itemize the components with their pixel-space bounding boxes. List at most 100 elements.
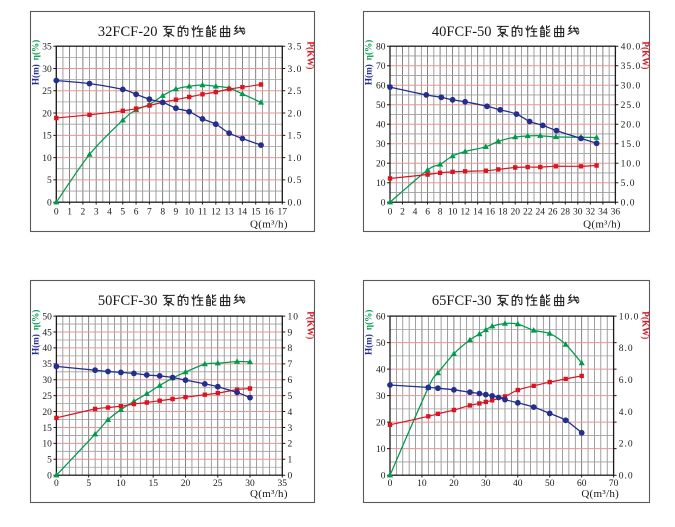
- svg-text:0: 0: [381, 472, 386, 482]
- svg-text:2: 2: [288, 440, 294, 450]
- svg-text:70: 70: [376, 62, 386, 72]
- svg-text:30.0: 30.0: [621, 82, 642, 92]
- svg-text:30: 30: [42, 376, 52, 386]
- svg-text:80: 80: [376, 43, 386, 53]
- svg-text:η(%): η(%): [363, 40, 373, 61]
- svg-text:60: 60: [376, 82, 386, 92]
- svg-text:15: 15: [148, 479, 158, 489]
- svg-text:50FCF-30: 50FCF-30: [98, 293, 158, 309]
- svg-text:10: 10: [376, 445, 386, 455]
- svg-text:5: 5: [120, 207, 125, 217]
- svg-text:35: 35: [278, 479, 288, 489]
- svg-text:10: 10: [116, 479, 126, 489]
- svg-text:35.0: 35.0: [621, 62, 642, 72]
- svg-text:1.0: 1.0: [288, 154, 303, 164]
- svg-text:6: 6: [134, 207, 139, 217]
- svg-text:3.5: 3.5: [288, 43, 303, 53]
- svg-text:Q(m³/h): Q(m³/h): [583, 219, 621, 231]
- svg-text:0.0: 0.0: [619, 472, 634, 482]
- svg-text:30: 30: [245, 479, 255, 489]
- svg-text:8: 8: [438, 207, 443, 217]
- svg-text:20.0: 20.0: [621, 121, 642, 131]
- svg-text:3: 3: [288, 424, 294, 434]
- svg-text:10: 10: [376, 179, 386, 189]
- svg-text:25.0: 25.0: [621, 101, 642, 111]
- svg-text:η(%): η(%): [30, 310, 40, 331]
- svg-text:Q(m³/h): Q(m³/h): [250, 219, 288, 231]
- svg-text:H(m): H(m): [363, 64, 373, 85]
- svg-text:0: 0: [388, 479, 393, 489]
- svg-text:P(KW): P(KW): [306, 41, 316, 69]
- svg-text:10: 10: [184, 207, 194, 217]
- svg-text:10.0: 10.0: [621, 160, 642, 170]
- svg-text:25: 25: [213, 479, 223, 489]
- svg-text:9: 9: [174, 207, 179, 217]
- svg-text:24: 24: [536, 207, 546, 217]
- svg-text:50: 50: [376, 101, 386, 111]
- svg-text:6: 6: [425, 207, 430, 217]
- svg-text:0: 0: [54, 479, 59, 489]
- svg-text:32FCF-20: 32FCF-20: [98, 24, 158, 40]
- svg-text:14: 14: [473, 207, 483, 217]
- svg-text:40: 40: [376, 121, 386, 131]
- svg-text:8: 8: [288, 344, 294, 354]
- svg-text:1.5: 1.5: [288, 132, 303, 142]
- svg-text:5: 5: [47, 176, 52, 186]
- svg-text:2: 2: [81, 207, 86, 217]
- svg-text:36: 36: [611, 207, 621, 217]
- svg-text:16: 16: [264, 207, 274, 217]
- svg-text:0: 0: [288, 472, 294, 482]
- svg-text:40FCF-50: 40FCF-50: [432, 24, 492, 40]
- svg-text:P(KW): P(KW): [641, 41, 651, 69]
- svg-text:40: 40: [376, 365, 386, 375]
- svg-text:10: 10: [288, 312, 300, 322]
- svg-text:30: 30: [481, 479, 491, 489]
- svg-text:50: 50: [42, 312, 52, 322]
- svg-text:60: 60: [376, 312, 386, 322]
- svg-text:η(%): η(%): [30, 40, 40, 61]
- svg-text:30: 30: [573, 207, 583, 217]
- svg-text:1: 1: [67, 207, 72, 217]
- svg-text:25: 25: [42, 392, 52, 402]
- svg-text:4.0: 4.0: [619, 408, 634, 418]
- svg-text:40.0: 40.0: [621, 43, 642, 53]
- svg-text:2.5: 2.5: [288, 87, 303, 97]
- svg-text:30: 30: [376, 140, 386, 150]
- svg-text:15: 15: [251, 207, 261, 217]
- svg-text:30: 30: [42, 65, 52, 75]
- svg-text:10.0: 10.0: [619, 312, 640, 322]
- svg-text:20: 20: [449, 479, 459, 489]
- svg-text:P(KW): P(KW): [306, 311, 316, 339]
- svg-text:H(m): H(m): [30, 64, 40, 85]
- svg-text:50: 50: [376, 339, 386, 349]
- svg-text:2: 2: [400, 207, 405, 217]
- svg-text:4: 4: [107, 207, 112, 217]
- svg-text:7: 7: [147, 207, 152, 217]
- svg-text:Q(m³/h): Q(m³/h): [581, 488, 619, 500]
- svg-text:11: 11: [198, 207, 207, 217]
- svg-text:18: 18: [498, 207, 508, 217]
- svg-text:η(%): η(%): [363, 310, 373, 331]
- svg-text:25: 25: [42, 87, 52, 97]
- svg-text:35: 35: [42, 43, 52, 53]
- svg-text:34: 34: [598, 207, 608, 217]
- svg-text:22: 22: [523, 207, 533, 217]
- svg-text:14: 14: [238, 207, 248, 217]
- svg-text:10: 10: [417, 479, 427, 489]
- svg-text:0: 0: [47, 472, 52, 482]
- svg-text:40: 40: [513, 479, 523, 489]
- svg-text:Q(m³/h): Q(m³/h): [250, 488, 288, 500]
- svg-text:20: 20: [181, 479, 191, 489]
- svg-text:5: 5: [288, 392, 294, 402]
- svg-text:0: 0: [381, 199, 386, 209]
- svg-text:H(m): H(m): [363, 334, 373, 355]
- svg-text:8.0: 8.0: [619, 344, 634, 354]
- svg-text:60: 60: [577, 479, 587, 489]
- svg-text:28: 28: [561, 207, 571, 217]
- svg-text:70: 70: [609, 479, 619, 489]
- svg-text:1: 1: [288, 456, 294, 466]
- svg-text:P(KW): P(KW): [641, 311, 651, 339]
- svg-text:0: 0: [388, 207, 393, 217]
- svg-text:65FCF-30: 65FCF-30: [432, 293, 492, 309]
- svg-text:10: 10: [42, 154, 52, 164]
